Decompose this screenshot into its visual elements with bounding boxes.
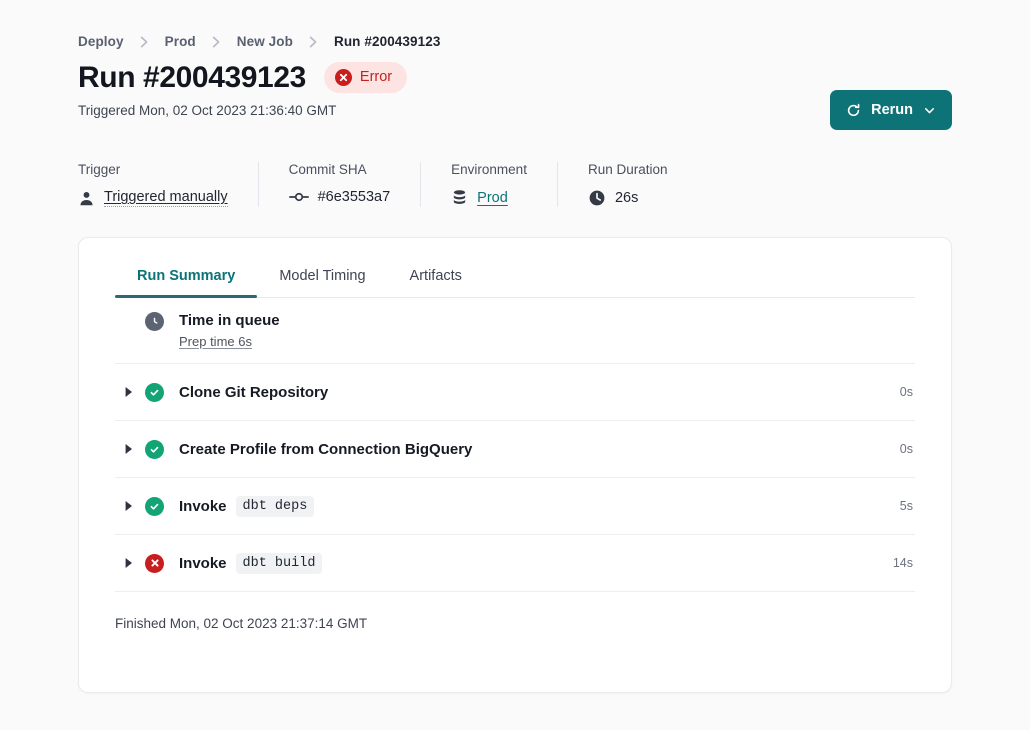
queue-title: Time in queue [179, 312, 280, 329]
step-duration: 14s [892, 556, 913, 570]
step-duration: 0s [899, 442, 913, 456]
title-row: Run #200439123 Error [78, 61, 952, 94]
step-row[interactable]: Invoke dbt build 14s [115, 535, 915, 592]
meta-label-trigger: Trigger [78, 162, 121, 177]
step-status-icon [145, 439, 179, 459]
rerun-button-label: Rerun [871, 102, 913, 118]
step-status-icon [145, 553, 179, 573]
breadcrumb-separator-icon [196, 36, 237, 48]
meta-label-commit-sha: Commit SHA [288, 162, 367, 177]
step-body: Invoke dbt build [179, 552, 893, 574]
step-title: Invoke [179, 497, 227, 515]
queue-text: Time in queue Prep time 6s [179, 312, 280, 349]
expand-triangle-icon[interactable] [115, 500, 145, 512]
rerun-button[interactable]: Rerun [830, 90, 952, 130]
tab-model-timing[interactable]: Model Timing [279, 268, 366, 284]
clock-icon [145, 312, 164, 331]
queue-clock-icon-wrap [145, 312, 179, 331]
run-metadata: Trigger Triggered manually Commit SHA [78, 162, 952, 207]
expand-triangle-icon[interactable] [115, 386, 145, 398]
tab-run-summary[interactable]: Run Summary [115, 268, 258, 298]
step-row[interactable]: Clone Git Repository 0s [115, 364, 915, 421]
git-commit-icon [288, 189, 309, 205]
meta-cell-environment: Environment Prod [420, 162, 557, 207]
success-check-icon [145, 496, 164, 516]
refresh-icon [846, 103, 861, 118]
breadcrumb: Deploy Prod New Job Run #200439123 [78, 34, 952, 49]
expand-triangle-icon[interactable] [115, 557, 145, 569]
step-list: Time in queue Prep time 6s Clone Git Rep… [115, 298, 915, 592]
step-row-time-in-queue: Time in queue Prep time 6s [115, 298, 915, 364]
step-title: Invoke [179, 554, 227, 572]
chevron-down-icon [923, 104, 936, 117]
run-duration-value-text: 26s [614, 190, 639, 206]
error-circle-icon [334, 69, 352, 86]
step-body: Clone Git Repository [179, 384, 900, 401]
trigger-value-text[interactable]: Triggered manually [104, 189, 228, 207]
status-badge: Error [323, 62, 408, 93]
error-circle-icon [145, 553, 164, 573]
meta-cell-run-duration: Run Duration 26s [556, 162, 698, 207]
success-check-icon [145, 382, 164, 402]
status-badge-label: Error [359, 69, 393, 86]
meta-value-trigger: Triggered manually [78, 189, 228, 207]
meta-cell-trigger: Trigger Triggered manually [78, 162, 258, 207]
step-duration: 0s [899, 385, 913, 399]
meta-value-commit-sha: #6e3553a7 [288, 189, 391, 205]
breadcrumb-item-new-job[interactable]: New Job [236, 34, 293, 49]
meta-value-environment: Prod [451, 189, 527, 206]
database-icon [451, 189, 468, 206]
breadcrumb-item-deploy[interactable]: Deploy [78, 34, 124, 49]
step-row[interactable]: Invoke dbt deps 5s [115, 478, 915, 535]
meta-value-run-duration: 26s [588, 189, 668, 207]
commit-sha-value-text: #6e3553a7 [317, 189, 391, 205]
breadcrumb-item-prod[interactable]: Prod [164, 34, 196, 49]
breadcrumb-item-run-200439123: Run #200439123 [333, 34, 441, 49]
success-check-icon [145, 439, 164, 459]
clock-icon [588, 189, 606, 207]
step-command-chip: dbt build [235, 552, 323, 574]
breadcrumb-separator-icon [293, 36, 334, 48]
step-command-chip: dbt deps [235, 495, 315, 517]
step-status-icon [145, 382, 179, 402]
step-title: Clone Git Repository [179, 383, 329, 401]
user-icon [78, 190, 95, 207]
queue-subtitle[interactable]: Prep time 6s [179, 334, 252, 349]
meta-cell-commit-sha: Commit SHA #6e3553a7 [257, 162, 421, 207]
meta-label-run-duration: Run Duration [587, 162, 668, 177]
step-body: Invoke dbt deps [179, 495, 900, 517]
meta-label-environment: Environment [451, 162, 527, 177]
expand-triangle-icon[interactable] [115, 443, 145, 455]
step-duration: 5s [899, 499, 913, 513]
step-title: Create Profile from Connection BigQuery [179, 440, 473, 458]
breadcrumb-separator-icon [124, 36, 165, 48]
run-summary-card: Run Summary Model Timing Artifacts Time in… [78, 237, 952, 693]
triggered-timestamp: Triggered Mon, 02 Oct 2023 21:36:40 GMT [78, 103, 337, 118]
tab-artifacts[interactable]: Artifacts [409, 268, 462, 284]
tab-bar: Run Summary Model Timing Artifacts [115, 238, 915, 298]
page-title: Run #200439123 [78, 61, 306, 94]
environment-link[interactable]: Prod [477, 189, 508, 206]
card-footer-finished: Finished Mon, 02 Oct 2023 21:37:14 GMT [115, 616, 368, 631]
step-row[interactable]: Create Profile from Connection BigQuery 0… [115, 421, 915, 478]
step-body: Create Profile from Connection BigQuery [179, 441, 900, 458]
step-status-icon [145, 496, 179, 516]
